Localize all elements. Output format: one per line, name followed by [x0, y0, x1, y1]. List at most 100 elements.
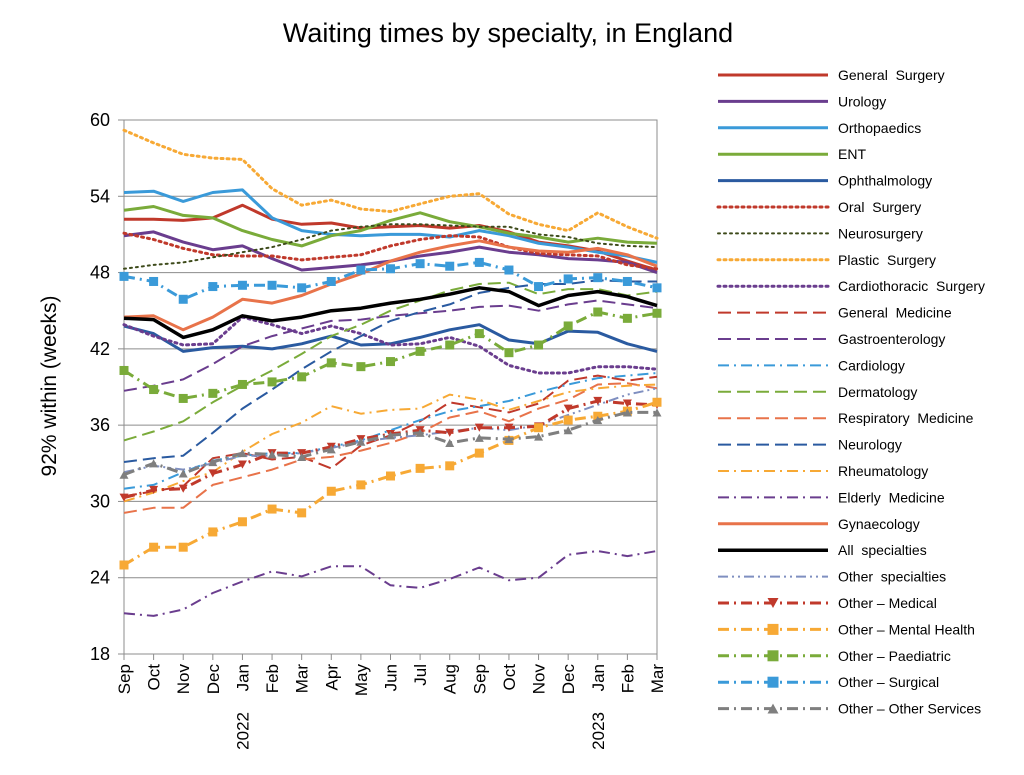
series-other-paediatric: [119, 307, 662, 403]
data-point: [356, 362, 366, 372]
gridlines: [124, 119, 657, 655]
data-point: [474, 423, 484, 432]
legend-label: Gynaecology: [838, 516, 920, 532]
series-neurosurgery: [123, 223, 658, 270]
legend-item-plastic-surgery: Plastic Surgery: [716, 252, 936, 268]
series-gastroenterology: [123, 299, 658, 392]
data-point: [178, 469, 188, 478]
data-point: [504, 265, 514, 275]
legend-marker: [767, 650, 779, 662]
legend-label: Gastroenterology: [838, 331, 945, 347]
series-line-gynaecology: [123, 239, 658, 332]
legend-label: ENT: [838, 146, 866, 162]
data-point: [445, 340, 455, 350]
series-other-surgical: [119, 257, 662, 304]
data-point: [534, 432, 544, 441]
data-point: [415, 346, 425, 356]
legend-item-ophthalmology: Ophthalmology: [718, 173, 932, 189]
legend-item-other-other-services: Other – Other Services: [718, 701, 981, 717]
legend-label: Other – Medical: [838, 595, 937, 611]
series-other-other-services: [119, 408, 662, 479]
legend-item-oral-surgery: Oral Surgery: [716, 199, 921, 215]
data-point: [563, 404, 573, 413]
y-tick-label: 42: [90, 339, 110, 359]
legend-item-ent: ENT: [718, 146, 866, 162]
data-point: [208, 527, 218, 537]
data-point: [622, 313, 632, 323]
data-point: [297, 372, 307, 382]
data-point: [474, 433, 484, 442]
data-point: [652, 308, 662, 318]
x-tick-label: Jun: [382, 664, 401, 691]
legend-label: Neurology: [838, 437, 902, 453]
legend-item-other-surgical: Other – Surgical: [718, 674, 939, 690]
data-point: [622, 399, 632, 408]
series-layer: [119, 128, 662, 617]
x-tick-label: Sep: [470, 664, 489, 694]
legend-label: All specialties: [838, 542, 927, 558]
series-line-dermatology: [123, 281, 658, 442]
legend-marker: [767, 676, 779, 688]
data-point: [149, 276, 159, 286]
data-point: [534, 340, 544, 350]
data-point: [297, 508, 307, 518]
data-point: [445, 461, 455, 471]
data-point: [386, 357, 395, 367]
data-point: [119, 271, 129, 281]
x-year-label: 2022: [233, 712, 252, 750]
series-elderly-medicine: [123, 550, 658, 617]
data-point: [267, 377, 277, 387]
data-point: [326, 486, 336, 496]
legend-item-gynaecology: Gynaecology: [718, 516, 920, 532]
series-all-specialties: [123, 286, 658, 340]
data-point: [237, 449, 247, 458]
data-point: [622, 276, 632, 286]
legend-item-neurosurgery: Neurosurgery: [717, 225, 923, 241]
data-point: [593, 273, 603, 283]
data-point: [208, 282, 218, 292]
data-point: [504, 423, 514, 432]
data-point: [652, 408, 662, 417]
x-tick-label: Oct: [500, 664, 519, 691]
data-point: [119, 470, 129, 479]
series-line-ent: [123, 205, 658, 248]
x-tick-label: Aug: [441, 664, 460, 694]
series-line-neurology: [123, 279, 657, 463]
x-tick-label: May: [352, 664, 371, 697]
legend-label: Other – Mental Health: [838, 621, 975, 637]
data-point: [178, 294, 188, 304]
legend-label: Other – Paediatric: [838, 648, 951, 664]
data-point: [504, 348, 514, 358]
series-rheumatology: [123, 383, 658, 503]
legend-label: Other specialties: [838, 569, 946, 585]
y-tick-label: 30: [90, 491, 110, 511]
series-gynaecology: [123, 239, 658, 332]
x-tick-label: Nov: [530, 664, 549, 695]
series-oral-surgery: [122, 231, 659, 271]
legend-label: Cardiology: [838, 357, 905, 373]
series-line-all-specialties: [123, 286, 658, 340]
series-cardiothoracic-surgery: [122, 315, 659, 375]
data-point: [445, 438, 455, 447]
legend-label: Dermatology: [838, 384, 917, 400]
series-dermatology: [123, 281, 658, 442]
legend-item-respiratory-medicine: Respiratory Medicine: [718, 410, 974, 426]
x-tick-label: Mar: [293, 664, 312, 694]
legend-label: Orthopaedics: [838, 120, 921, 136]
data-point: [208, 388, 218, 398]
series-line-ophthalmology: [123, 323, 658, 353]
data-point: [563, 321, 573, 331]
data-point: [356, 265, 366, 275]
series-line-other-other-services: [123, 410, 657, 477]
series-respiratory-medicine: [123, 382, 658, 514]
legend-item-urology: Urology: [718, 93, 886, 109]
legend-label: Cardiothoracic Surgery: [838, 278, 985, 294]
series-neurology: [123, 279, 657, 463]
series-line-orthopaedics: [123, 188, 658, 264]
data-point: [474, 257, 484, 267]
series-line-other-medical: [123, 399, 658, 500]
data-point: [386, 264, 395, 274]
data-point: [149, 385, 159, 395]
data-point: [415, 463, 425, 473]
series-ent: [123, 205, 658, 248]
